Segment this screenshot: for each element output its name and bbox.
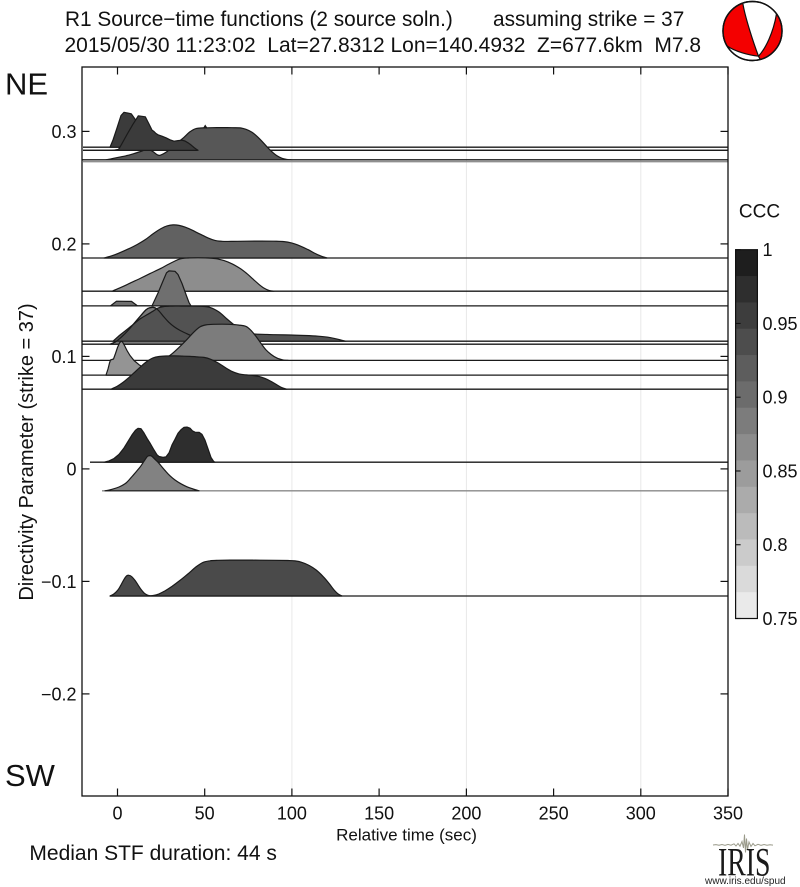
svg-text:50: 50 xyxy=(195,804,215,824)
svg-text:250: 250 xyxy=(539,804,569,824)
svg-text:0.95: 0.95 xyxy=(763,314,798,334)
svg-text:200: 200 xyxy=(451,804,481,824)
svg-text:0.75: 0.75 xyxy=(763,609,798,629)
svg-text:1: 1 xyxy=(763,240,773,260)
svg-text:−0.2: −0.2 xyxy=(41,685,77,705)
svg-text:R1 Source−time functions (2 so: R1 Source−time functions (2 source soln.… xyxy=(65,8,453,31)
svg-text:IRIS: IRIS xyxy=(718,840,771,885)
svg-text:NE: NE xyxy=(5,67,48,102)
svg-text:0.1: 0.1 xyxy=(51,347,76,367)
svg-text:0.9: 0.9 xyxy=(763,388,788,408)
svg-text:100: 100 xyxy=(277,804,307,824)
svg-text:150: 150 xyxy=(364,804,394,824)
svg-text:Median STF duration: 44 s: Median STF duration: 44 s xyxy=(29,842,276,865)
svg-text:350: 350 xyxy=(713,804,743,824)
svg-text:0.8: 0.8 xyxy=(763,535,788,555)
svg-text:assuming strike = 37: assuming strike = 37 xyxy=(493,8,684,31)
svg-text:www.iris.edu/spud: www.iris.edu/spud xyxy=(704,876,786,887)
svg-text:Relative time (sec): Relative time (sec) xyxy=(336,826,477,845)
svg-text:Directivity Parameter (strike: Directivity Parameter (strike = 37) xyxy=(16,303,38,600)
svg-text:0.2: 0.2 xyxy=(51,235,76,255)
svg-text:300: 300 xyxy=(626,804,656,824)
svg-text:0.85: 0.85 xyxy=(763,462,798,482)
svg-text:CCC: CCC xyxy=(739,201,780,222)
svg-text:0: 0 xyxy=(112,804,122,824)
svg-text:0: 0 xyxy=(66,460,76,480)
svg-text:SW: SW xyxy=(5,758,56,793)
svg-text:−0.1: −0.1 xyxy=(41,572,77,592)
svg-text:0.3: 0.3 xyxy=(51,122,76,142)
svg-text:2015/05/30 11:23:02 Lat=27.83: 2015/05/30 11:23:02 Lat=27.8312 Lon=140.… xyxy=(65,34,702,57)
